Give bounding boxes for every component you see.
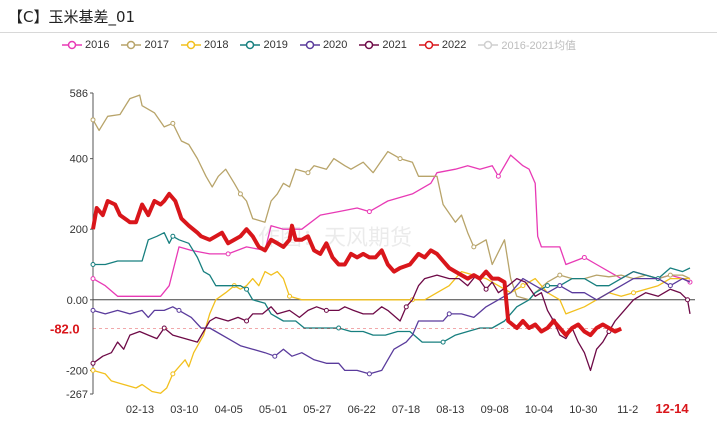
series-point-2018 [90, 367, 96, 373]
series-point-2018 [520, 283, 526, 289]
x-tick-label: 05-27 [303, 404, 331, 416]
legend-swatch-icon [478, 40, 499, 50]
series-point-2016 [366, 209, 372, 215]
legend-item-2017[interactable]: 2017 [121, 37, 169, 53]
x-tick-label: 05-01 [259, 404, 287, 416]
x-tick-label: 07-18 [392, 404, 420, 416]
legend-swatch-icon [62, 40, 82, 50]
series-point-2017 [305, 170, 311, 176]
x-tick-label: 10-30 [569, 404, 597, 416]
series-point-2016 [581, 254, 587, 260]
series-point-2018 [170, 371, 176, 377]
legend-item-2019[interactable]: 2019 [240, 37, 288, 53]
series-point-2017 [667, 272, 673, 278]
legend-label: 2019 [263, 39, 288, 51]
legend-label: 2020 [322, 39, 348, 51]
x-tick-label: 03-10 [170, 404, 198, 416]
series-point-2021 [90, 360, 96, 366]
legend-item-2016-2021均值[interactable]: 2016-2021均值 [478, 37, 576, 53]
series-point-2019 [440, 339, 446, 345]
series-point-2016 [495, 173, 501, 179]
x-tick-label: 06-22 [348, 404, 376, 416]
series-line-2018 [92, 270, 690, 394]
series-point-2019 [545, 283, 551, 289]
y-tick-label: 400 [70, 154, 88, 166]
legend-item-2020[interactable]: 2020 [299, 37, 348, 53]
series-line-2019 [93, 232, 691, 343]
series-line-2016 [92, 154, 691, 297]
legend-label: 2018 [203, 39, 229, 51]
legend-item-2022[interactable]: 2022 [418, 37, 467, 53]
series-point-2016 [90, 276, 96, 282]
series-point-2017 [170, 120, 176, 126]
series-point-2021 [161, 325, 167, 331]
series-point-2018 [287, 293, 293, 299]
legend-item-2018[interactable]: 2018 [180, 37, 229, 53]
series-point-2020 [176, 307, 182, 313]
legend-label: 2016 [85, 39, 110, 51]
x-tick-label-current: 12-14 [655, 401, 689, 416]
legend-label: 2021 [382, 39, 407, 51]
legend-swatch-icon [121, 40, 142, 50]
x-tick-label: 08-13 [436, 404, 464, 416]
series-point-2016 [225, 251, 231, 257]
y-tick-label: 586 [70, 88, 88, 100]
legend-swatch-icon [359, 40, 380, 50]
series-point-2017 [471, 244, 477, 250]
series-point-2021 [685, 297, 691, 303]
y-tick-label: -267 [66, 389, 88, 401]
legend-swatch-icon [240, 40, 261, 50]
series-point-2020 [366, 371, 372, 377]
series-point-2019 [336, 325, 342, 331]
series-point-2020 [446, 311, 452, 317]
title-divider [0, 32, 717, 33]
series-point-2019 [244, 286, 250, 292]
series-point-2017 [90, 117, 96, 123]
legend-swatch-icon [299, 40, 320, 50]
series-point-2017 [397, 156, 403, 162]
legend-label: 2016-2021均值 [501, 40, 576, 52]
series-point-2019 [170, 233, 176, 239]
series-line-2021 [92, 274, 691, 372]
y-tick-label: 0.00 [67, 295, 88, 307]
legend-label: 2017 [144, 39, 169, 51]
series-point-2017 [237, 191, 243, 197]
series-point-2019 [90, 261, 96, 267]
legend: 2016 2017 2018 2019 2020 2021 2022 2016-2021均值 [62, 37, 576, 53]
legend-swatch-icon [180, 40, 201, 50]
series-point-2020 [90, 307, 96, 313]
series-point-2017 [557, 272, 563, 278]
y-tick-label: -200 [66, 365, 88, 377]
series-point-2021 [323, 307, 329, 313]
x-tick-label: 10-04 [525, 404, 553, 416]
legend-label: 2022 [441, 39, 467, 51]
x-tick-label: 02-13 [126, 404, 154, 416]
series-point-2021 [244, 318, 250, 324]
series-point-2020 [667, 283, 673, 289]
series-point-2021 [483, 286, 489, 292]
chart-title: 【C】玉米基差_01 [8, 8, 136, 26]
series-point-2020 [557, 283, 563, 289]
series-point-2018 [630, 290, 636, 296]
current-value-label: -82.0 [50, 322, 80, 337]
legend-item-2021[interactable]: 2021 [359, 37, 407, 53]
x-tick-label: 04-05 [215, 404, 243, 416]
series-line-2022 [91, 191, 623, 338]
series-line-2020 [92, 277, 691, 375]
x-tick-label: 09-08 [481, 404, 509, 416]
legend-swatch-icon [418, 40, 439, 50]
series-point-2021 [403, 304, 409, 310]
y-tick-label: 200 [70, 224, 88, 236]
x-tick-label: 11-2 [617, 404, 638, 416]
legend-item-2016[interactable]: 2016 [62, 37, 109, 53]
series-point-2020 [272, 353, 278, 359]
